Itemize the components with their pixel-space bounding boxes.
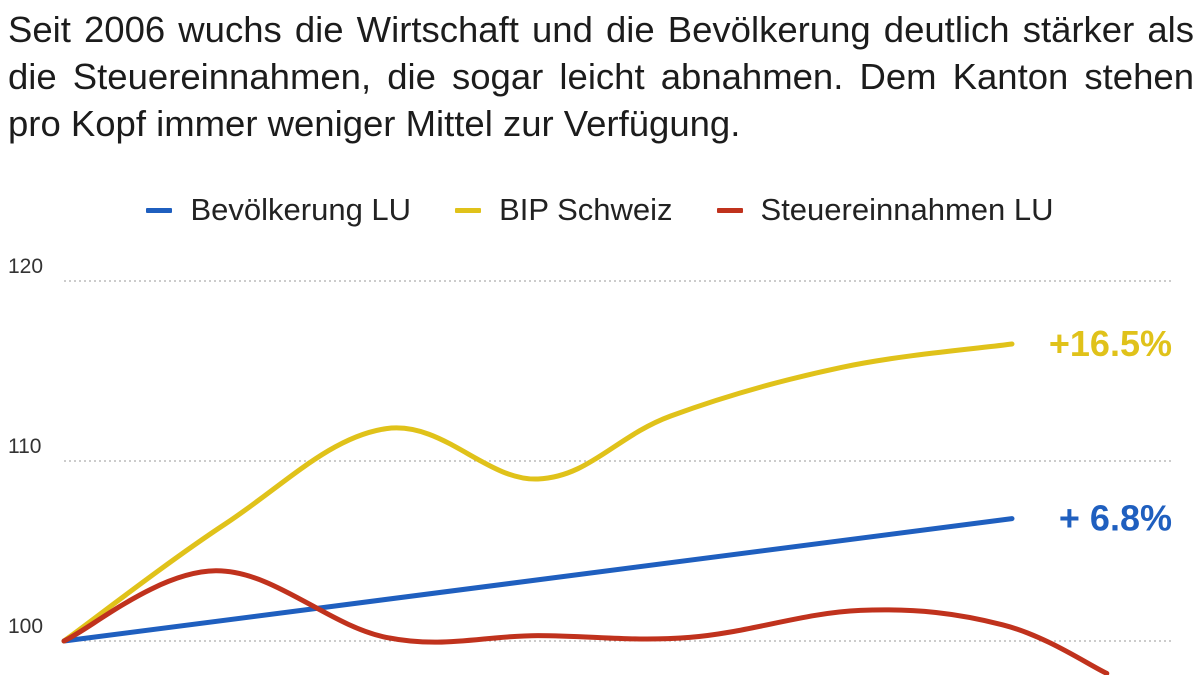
legend-item-steuereinnahmen: Steuereinnahmen LU xyxy=(716,192,1054,228)
series-line-bip xyxy=(61,341,1015,644)
legend-label-bevoelkerung: Bevölkerung LU xyxy=(190,192,412,227)
legend-item-bevoelkerung: Bevölkerung LU xyxy=(146,192,411,228)
legend-swatch-bevoelkerung xyxy=(146,207,173,213)
series-lines xyxy=(61,341,1110,675)
legend-swatch-steuereinnahmen xyxy=(716,207,743,213)
y-tick-label-110: 110 xyxy=(8,435,41,458)
legend-item-bip: BIP Schweiz xyxy=(455,192,673,228)
y-tick-label-120: 120 xyxy=(8,255,43,278)
grid-lines xyxy=(64,280,1172,642)
y-tick-labels: 100 110 120 xyxy=(8,255,43,638)
legend-label-steuereinnahmen: Steuereinnahmen LU xyxy=(760,192,1054,227)
end-label-bip: +16.5% xyxy=(1049,323,1172,364)
y-tick-label-100: 100 xyxy=(8,615,43,638)
chart-legend: Bevölkerung LU BIP Schweiz Steuereinnahm… xyxy=(0,188,1200,232)
headline: Seit 2006 wuchs die Wirtschaft und die B… xyxy=(8,9,1194,144)
series-line-steuereinnahmen xyxy=(61,568,1110,675)
end-label-bevoelkerung: + 6.8% xyxy=(1059,498,1172,539)
legend-label-bip: BIP Schweiz xyxy=(499,192,673,227)
end-labels: + 6.8% +16.5% xyxy=(1049,323,1172,539)
series-line-bevoelkerung xyxy=(61,516,1015,644)
legend-swatch-bip xyxy=(455,207,482,213)
